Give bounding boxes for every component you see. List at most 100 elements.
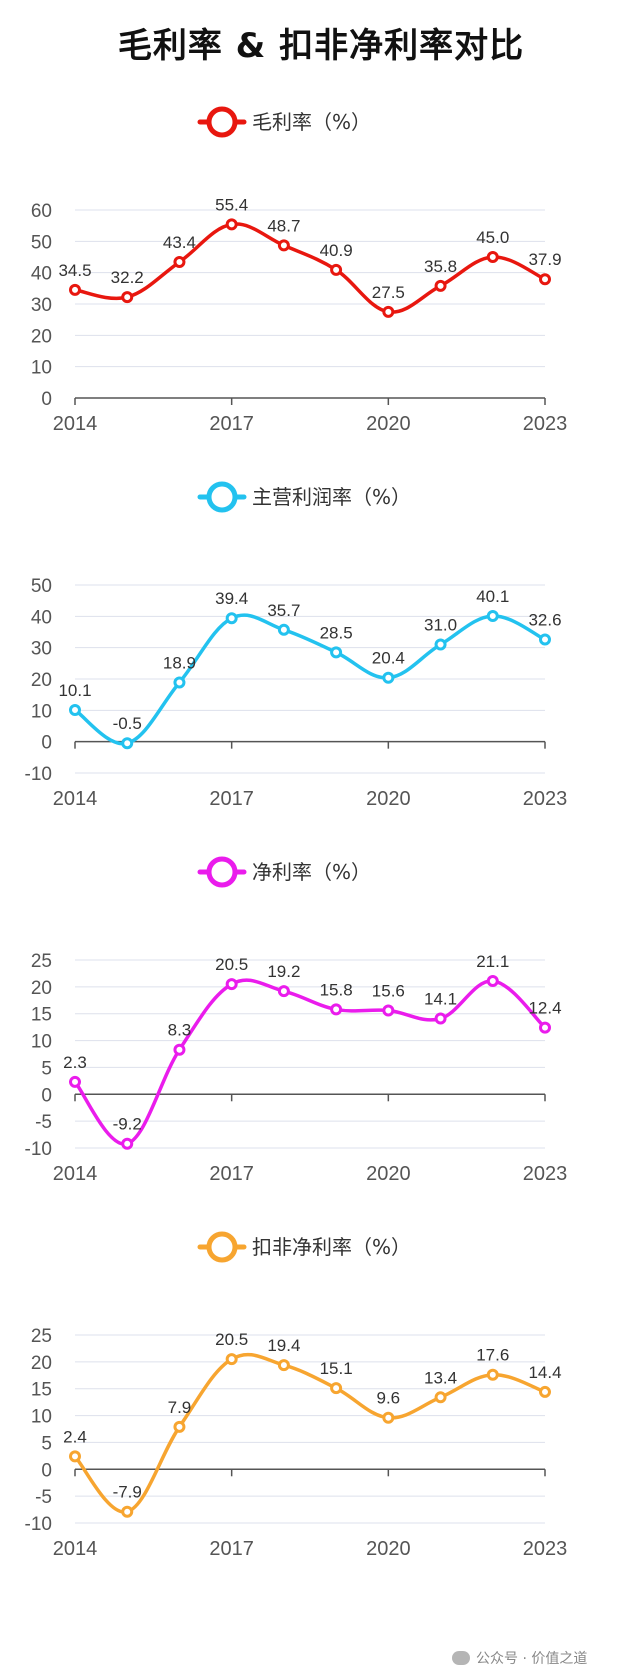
data-label: 18.9 (163, 653, 196, 672)
data-point (434, 279, 447, 292)
y-tick-label: -10 (25, 764, 52, 785)
data-label: 19.2 (267, 962, 300, 981)
chart-svg-deducted-net-margin: 扣非净利率（%） -10 -5 0 5 10 15 20 25 2014 2017 2020 2023 2… (25, 1231, 567, 1560)
y-tick-label: 5 (41, 1058, 52, 1079)
series-line-operating-margin (73, 613, 546, 746)
y-tick-label: 20 (31, 326, 52, 347)
legend-gross-margin: 毛利率（%） (197, 106, 371, 138)
y-tick-label: 20 (31, 978, 52, 999)
data-point (486, 610, 499, 623)
data-point (539, 1021, 551, 1034)
x-tick-label: 2020 (366, 1538, 411, 1560)
chart-panel-operating-margin: 主营利润率（%） -10 0 10 20 30 40 50 2014 2017 2020 2023 10… (0, 475, 642, 875)
x-tick-label: 2023 (523, 1163, 568, 1185)
y-tick-label: -5 (35, 1487, 52, 1508)
data-label: 7.9 (168, 1398, 192, 1417)
data-point (330, 1003, 343, 1016)
data-label: 35.7 (267, 601, 300, 620)
data-point (121, 291, 134, 304)
data-point (434, 638, 447, 651)
data-label: 48.7 (267, 216, 300, 235)
data-point (121, 1137, 134, 1150)
data-label: 37.9 (528, 250, 561, 269)
data-label: 32.6 (528, 611, 561, 630)
data-label: 20.4 (372, 649, 405, 668)
data-label: 12.4 (528, 999, 561, 1018)
data-label: 14.1 (424, 990, 457, 1009)
legend-marker-icon (206, 481, 238, 513)
data-point (225, 978, 238, 991)
data-label: 27.5 (372, 283, 405, 302)
chart-panel-gross-margin: 毛利率（%） 0 10 20 30 40 50 60 2014 2017 2020 2023 34.5 3… (0, 100, 642, 500)
data-label: -7.9 (113, 1483, 142, 1502)
y-tick-label: 30 (31, 639, 52, 660)
data-point (277, 1359, 290, 1372)
data-label: 14.4 (528, 1363, 561, 1382)
data-label: -0.5 (113, 714, 142, 733)
legend-marker-icon (206, 1231, 238, 1263)
data-label: 15.1 (320, 1359, 353, 1378)
x-tick-label: 2023 (523, 413, 568, 435)
data-label: -9.2 (113, 1115, 142, 1134)
data-label: 40.1 (476, 587, 509, 606)
data-point (434, 1391, 447, 1404)
y-tick-label: 0 (41, 1085, 52, 1106)
x-tick-label: 2017 (209, 788, 254, 810)
y-tick-label: 15 (31, 1380, 52, 1401)
data-label: 2.4 (63, 1427, 87, 1446)
data-point (382, 1411, 395, 1424)
legend-marker-icon (206, 106, 238, 138)
data-point (539, 273, 551, 286)
data-point (277, 239, 290, 252)
y-tick-label: 10 (31, 1407, 52, 1428)
y-tick-label: 15 (31, 1005, 52, 1026)
y-tick-label: -5 (35, 1112, 52, 1133)
legend-label: 毛利率（%） (252, 110, 371, 134)
data-point (69, 1075, 81, 1088)
y-tick-label: 10 (31, 1032, 52, 1053)
legend-operating-margin: 主营利润率（%） (197, 481, 411, 513)
data-label: 45.0 (476, 228, 509, 247)
data-point (173, 1043, 186, 1056)
data-label: 20.5 (215, 1330, 248, 1349)
y-tick-label: 20 (31, 670, 52, 691)
y-tick-label: -10 (25, 1514, 52, 1535)
data-point (121, 737, 134, 750)
y-tick-label: 0 (41, 1460, 52, 1481)
legend-label: 扣非净利率（%） (252, 1235, 411, 1259)
watermark: 公众号 · 价值之道 (452, 1648, 587, 1668)
data-point (173, 676, 186, 689)
x-tick-label: 2020 (366, 788, 411, 810)
data-point (225, 1353, 238, 1366)
data-point (173, 256, 186, 269)
y-tick-label: 20 (31, 1353, 52, 1374)
x-tick-label: 2014 (53, 413, 98, 435)
data-point (539, 1385, 551, 1398)
legend-label: 净利率（%） (252, 860, 371, 884)
x-tick-label: 2020 (366, 1163, 411, 1185)
data-point (382, 305, 395, 318)
data-label: 55.4 (215, 195, 248, 214)
data-point (382, 1004, 395, 1017)
legend-deducted-net-margin: 扣非净利率（%） (197, 1231, 411, 1263)
data-label: 15.8 (320, 980, 353, 999)
data-point (225, 612, 238, 625)
page-title: 毛利率 & 扣非净利率对比 (117, 26, 525, 66)
data-label: 28.5 (320, 623, 353, 642)
data-label: 10.1 (58, 681, 91, 700)
chart-svg-net-margin: 净利率（%） -10 -5 0 5 10 15 20 25 2014 2017 2020 2023 2.3… (25, 856, 568, 1185)
data-point (277, 623, 290, 636)
data-point (434, 1012, 447, 1025)
watermark-text: 公众号 · 价值之道 (476, 1651, 588, 1667)
data-label: 13.4 (424, 1368, 457, 1387)
y-tick-label: 10 (31, 701, 52, 722)
data-point (486, 974, 499, 987)
data-point (539, 633, 551, 646)
wechat-icon (452, 1651, 470, 1665)
x-tick-label: 2017 (209, 1163, 254, 1185)
data-point (486, 251, 499, 263)
legend-label: 主营利润率（%） (252, 485, 411, 509)
y-tick-label: 25 (31, 951, 52, 972)
chart-panel-deducted-net-margin: 扣非净利率（%） -10 -5 0 5 10 15 20 25 2014 2017 2020 2023 2… (0, 1225, 642, 1625)
data-point (330, 646, 343, 659)
